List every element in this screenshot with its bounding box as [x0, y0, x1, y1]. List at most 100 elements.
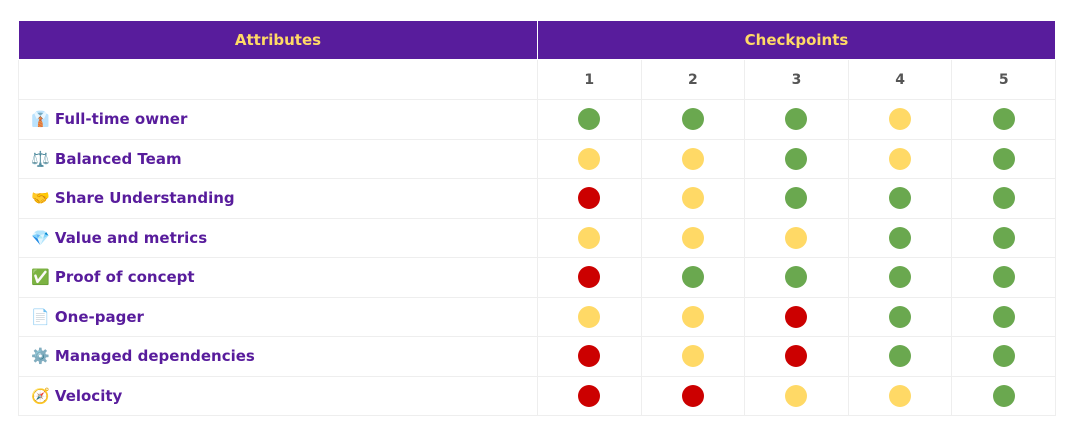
checkpoint-number: 3: [744, 59, 849, 100]
status-dot: [889, 226, 912, 249]
status-dot: [681, 266, 704, 289]
status-dot: [889, 266, 912, 289]
status-dot: [578, 187, 601, 210]
status-dot: [992, 345, 1015, 368]
checkpoint-number: 5: [951, 59, 1056, 100]
status-dot: [578, 108, 601, 131]
status-dot: [889, 187, 912, 210]
status-dot: [681, 305, 704, 328]
status-dot: [785, 108, 808, 131]
status-cell: [537, 99, 642, 140]
status-cell: [744, 336, 849, 377]
attribute-row: ✅ Proof of concept: [18, 257, 1056, 298]
status-dot: [889, 108, 912, 131]
status-cell: [640, 217, 746, 258]
attribute-row: 🤝 Share Understanding: [18, 178, 1056, 219]
empty-cell: [18, 59, 538, 100]
status-dot: [992, 187, 1015, 210]
attribute-label: 🤝 Share Understanding: [18, 178, 538, 219]
status-dot: [992, 266, 1015, 289]
status-cell: [640, 138, 746, 179]
status-dot: [681, 187, 704, 210]
status-dot: [578, 147, 601, 170]
status-cell: [640, 296, 746, 337]
status-dot: [992, 305, 1015, 328]
status-cell: [744, 296, 849, 337]
status-cell: [537, 257, 642, 298]
status-cell: [951, 336, 1056, 377]
status-dot: [785, 187, 808, 210]
attribute-row: 🧭 Velocity: [18, 375, 1056, 416]
status-cell: [744, 375, 849, 416]
status-dot: [681, 384, 704, 407]
status-dot: [889, 345, 912, 368]
status-dot: [785, 384, 808, 407]
status-cell: [951, 375, 1056, 416]
status-cell: [847, 217, 953, 258]
status-cell: [744, 217, 849, 258]
status-dot: [578, 384, 601, 407]
status-cell: [847, 99, 953, 140]
status-dot: [992, 108, 1015, 131]
status-cell: [537, 217, 642, 258]
status-cell: [744, 178, 849, 219]
table-body: 1 2 3 4 5 👔 Full-time owner ⚖️ Balanced Team 🤝 …: [18, 59, 1056, 416]
status-dot: [785, 266, 808, 289]
attribute-label: 📄 One-pager: [18, 296, 538, 337]
status-dot: [889, 384, 912, 407]
status-dot: [785, 226, 808, 249]
header-cell: Attributes: [18, 20, 538, 60]
status-cell: [951, 178, 1056, 219]
attribute-row: ⚙️ Managed dependencies: [18, 336, 1056, 377]
status-cell: [640, 99, 746, 140]
attribute-row: ⚖️ Balanced Team: [18, 138, 1056, 179]
status-cell: [640, 257, 746, 298]
header-cell: Checkpoints: [537, 20, 1056, 60]
checkpoint-number: 2: [640, 59, 746, 100]
status-cell: [744, 99, 849, 140]
status-cell: [847, 296, 953, 337]
attribute-row: 📄 One-pager: [18, 296, 1056, 337]
attribute-row: 👔 Full-time owner: [18, 99, 1056, 140]
status-dot: [681, 147, 704, 170]
status-cell: [951, 217, 1056, 258]
status-cell: [744, 138, 849, 179]
header-row: Attributes Checkpoints: [18, 20, 1056, 60]
status-cell: [537, 178, 642, 219]
status-dot: [681, 226, 704, 249]
status-dot: [785, 305, 808, 328]
status-dot: [785, 147, 808, 170]
status-cell: [847, 375, 953, 416]
status-cell: [537, 296, 642, 337]
status-cell: [847, 336, 953, 377]
status-dot: [681, 108, 704, 131]
status-cell: [847, 178, 953, 219]
status-dot: [578, 266, 601, 289]
status-dot: [681, 345, 704, 368]
status-cell: [951, 257, 1056, 298]
status-cell: [951, 99, 1056, 140]
status-cell: [847, 257, 953, 298]
attribute-label: ⚖️ Balanced Team: [18, 138, 538, 179]
status-dot: [992, 147, 1015, 170]
status-dot: [578, 226, 601, 249]
status-cell: [640, 178, 746, 219]
status-dot: [889, 147, 912, 170]
status-cell: [537, 375, 642, 416]
status-cell: [951, 138, 1056, 179]
checkpoint-number: 4: [847, 59, 953, 100]
attribute-label: 💎 Value and metrics: [18, 217, 538, 258]
status-dot: [578, 345, 601, 368]
status-cell: [847, 138, 953, 179]
status-dot: [785, 345, 808, 368]
attribute-label: ✅ Proof of concept: [18, 257, 538, 298]
status-cell: [537, 336, 642, 377]
attribute-label: ⚙️ Managed dependencies: [18, 336, 538, 377]
status-cell: [640, 336, 746, 377]
checkpoint-number: 1: [537, 59, 642, 100]
status-cell: [537, 138, 642, 179]
status-dot: [889, 305, 912, 328]
status-cell: [640, 375, 746, 416]
status-cell: [744, 257, 849, 298]
